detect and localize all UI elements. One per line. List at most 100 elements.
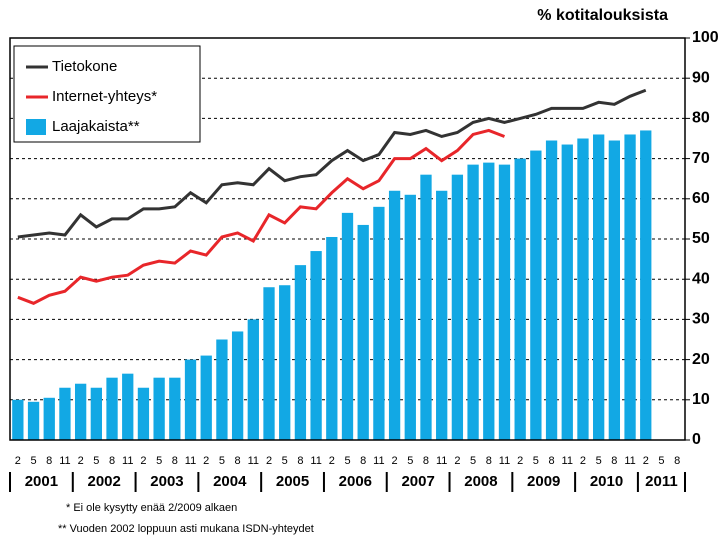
year-label: 2010 [590, 473, 623, 490]
bar [200, 355, 212, 440]
y-tick-label: 20 [692, 351, 710, 368]
bar [27, 401, 40, 440]
x-tick-label: 2 [392, 455, 398, 467]
x-tick-label: 5 [282, 455, 288, 467]
year-label: 2002 [87, 473, 120, 490]
bar [74, 383, 87, 440]
bar [640, 130, 652, 440]
bar [357, 224, 369, 440]
year-label: 2005 [276, 473, 309, 490]
plot-frame [9, 37, 686, 441]
y-tick-label: 40 [692, 270, 710, 287]
x-tick-label: 5 [533, 455, 539, 467]
bar [153, 377, 165, 440]
bar [436, 190, 448, 440]
bar [577, 138, 589, 440]
year-label: 2011 [645, 473, 678, 490]
bar [514, 158, 526, 440]
x-tick-label: 5 [596, 455, 602, 467]
year-label: 2009 [527, 473, 560, 490]
x-tick-label: 8 [46, 455, 52, 467]
bar [451, 174, 464, 440]
x-tick-label: 8 [611, 455, 617, 467]
x-tick-label: 5 [407, 455, 413, 467]
bar [231, 331, 244, 440]
y-tick-label: 50 [692, 230, 710, 247]
bar [326, 236, 338, 440]
bar [137, 387, 150, 440]
bar [294, 265, 307, 440]
x-tick-label: 11 [248, 455, 259, 467]
x-tick-label: 2 [140, 455, 146, 467]
bar [388, 190, 401, 440]
y-tick-label: 30 [692, 311, 710, 328]
bar [608, 140, 621, 440]
x-tick-label: 5 [30, 455, 36, 467]
y-tick-label: 60 [692, 190, 710, 207]
footnote: ** Vuoden 2002 loppuun asti mukana ISDN-… [58, 523, 314, 535]
bar [122, 373, 134, 440]
x-tick-label: 8 [297, 455, 303, 467]
x-tick-label: 2 [329, 455, 335, 467]
year-label: 2007 [401, 473, 434, 490]
x-tick-label: 2 [78, 455, 84, 467]
bar [216, 339, 228, 440]
x-tick-label: 11 [624, 455, 635, 467]
x-tick-label: 8 [360, 455, 366, 467]
x-tick-label: 8 [109, 455, 115, 467]
year-label: 2001 [25, 473, 58, 490]
x-tick-label: 8 [674, 455, 680, 467]
legend-label: Laajakaista** [52, 118, 140, 135]
x-tick-label: 2 [580, 455, 586, 467]
x-tick-label: 5 [156, 455, 162, 467]
y-tick-label: 0 [692, 431, 701, 448]
year-label: 2006 [339, 473, 372, 490]
bar [12, 399, 24, 440]
bar [247, 319, 259, 440]
bar [467, 164, 479, 440]
x-tick-label: 8 [549, 455, 555, 467]
y-tick-label: 90 [692, 69, 710, 86]
bar [90, 387, 102, 440]
legend-swatch [26, 119, 46, 135]
x-tick-label: 8 [486, 455, 492, 467]
bar [593, 134, 605, 441]
x-tick-label: 2 [517, 455, 523, 467]
x-tick-label: 5 [344, 455, 350, 467]
x-tick-label: 2 [454, 455, 460, 467]
bar [483, 162, 495, 440]
x-tick-label: 11 [59, 455, 70, 467]
x-tick-label: 8 [423, 455, 429, 467]
x-tick-label: 11 [373, 455, 384, 467]
year-label: 2004 [213, 473, 247, 490]
bar [498, 164, 511, 440]
x-tick-label: 2 [643, 455, 649, 467]
x-tick-label: 11 [436, 455, 447, 467]
x-tick-label: 11 [122, 455, 133, 467]
bar [279, 285, 291, 440]
x-tick-label: 2 [266, 455, 272, 467]
bar [43, 397, 55, 440]
bar [404, 194, 416, 440]
legend-label: Internet-yhteys* [52, 88, 157, 105]
bar [310, 251, 322, 440]
bar [106, 377, 118, 440]
y-tick-label: 70 [692, 150, 710, 167]
x-tick-label: 5 [658, 455, 664, 467]
x-tick-label: 5 [470, 455, 476, 467]
y-tick-label: 80 [692, 110, 710, 127]
bar [561, 144, 573, 440]
bar [59, 387, 71, 440]
x-tick-label: 8 [172, 455, 178, 467]
bar [373, 206, 385, 440]
y-tick-label: 100 [692, 29, 719, 46]
x-tick-label: 5 [93, 455, 99, 467]
x-tick-label: 8 [235, 455, 241, 467]
x-tick-label: 11 [499, 455, 510, 467]
bar [341, 212, 354, 440]
bar [263, 287, 275, 440]
year-label: 2008 [464, 473, 497, 490]
bar [169, 377, 181, 440]
year-label: 2003 [150, 473, 183, 490]
